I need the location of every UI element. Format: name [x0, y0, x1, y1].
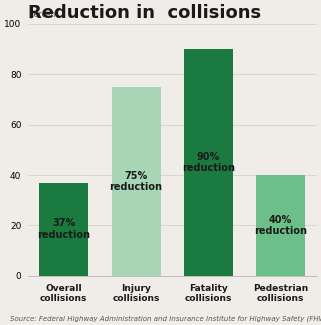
Text: Reduction in  collisions: Reduction in collisions [28, 4, 261, 22]
Text: 37%
reduction: 37% reduction [37, 218, 90, 240]
Bar [256, 175, 305, 276]
Bar [111, 87, 161, 276]
Text: 90%
reduction: 90% reduction [182, 152, 235, 173]
Bar [39, 183, 88, 276]
Text: 40%
reduction: 40% reduction [254, 215, 307, 236]
Text: 75%
reduction: 75% reduction [109, 171, 163, 192]
Bar [184, 49, 233, 276]
Text: percent: percent [29, 10, 58, 19]
Text: Source: Federal Highway Administration and Insurance Institute for Highway Safet: Source: Federal Highway Administration a… [10, 315, 321, 322]
